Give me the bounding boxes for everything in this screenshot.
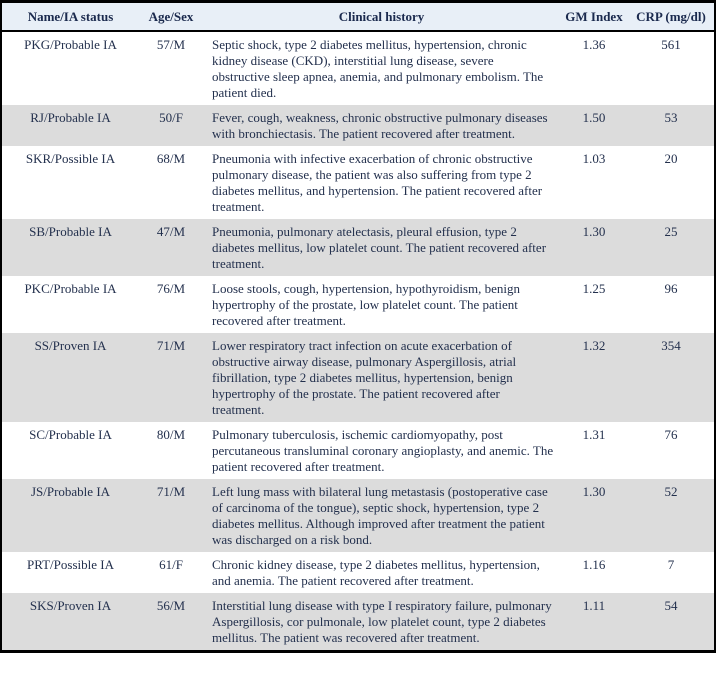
cell-crp: 7	[667, 557, 675, 572]
column-header-clinical-history: Clinical history	[203, 3, 560, 32]
cell-age-sex: 47/M	[156, 224, 186, 239]
cell-gm-index: 1.03	[582, 151, 606, 166]
cell-age-sex: 80/M	[156, 427, 186, 442]
cell-age-sex: 56/M	[156, 598, 186, 613]
cell-name-ia-status: SC/Probable IA	[29, 427, 112, 442]
cell-crp: 96	[664, 281, 678, 296]
cell-age-sex: 57/M	[156, 37, 186, 52]
cell-crp: 20	[664, 151, 678, 166]
clinical-table: Name/IA status Age/Sex Clinical history …	[2, 3, 714, 650]
cell-name-ia-status: RJ/Probable IA	[30, 110, 111, 125]
cell-gm-index: 1.11	[582, 598, 606, 613]
cell-crp: 76	[664, 427, 678, 442]
cell-age-sex: 71/M	[156, 338, 186, 353]
cell-clinical-history: Pneumonia, pulmonary atelectasis, pleura…	[212, 224, 547, 271]
cell-gm-index: 1.50	[582, 110, 606, 125]
cell-age-sex: 50/F	[159, 110, 183, 125]
table-body: PKG/Probable IA 57/M Septic shock, type 2 …	[2, 31, 714, 650]
cell-gm-index: 1.31	[582, 427, 606, 442]
table-row: SS/Proven IA 71/M Lower respiratory tract …	[2, 333, 714, 422]
cell-name-ia-status: SKR/Possible IA	[25, 151, 116, 166]
cell-name-ia-status: PKC/Probable IA	[24, 281, 117, 296]
cell-age-sex: 68/M	[156, 151, 186, 166]
cell-gm-index: 1.30	[582, 484, 606, 499]
clinical-table-frame: Name/IA status Age/Sex Clinical history …	[0, 0, 716, 653]
cell-crp: 354	[661, 338, 681, 353]
cell-crp: 53	[664, 110, 678, 125]
cell-gm-index: 1.30	[582, 224, 606, 239]
table-row: PRT/Possible IA 61/F Chronic kidney diseas…	[2, 552, 714, 593]
cell-name-ia-status: SB/Probable IA	[29, 224, 112, 239]
cell-age-sex: 61/F	[159, 557, 183, 572]
table-row: PKG/Probable IA 57/M Septic shock, type 2 …	[2, 31, 714, 105]
cell-gm-index: 1.16	[582, 557, 606, 572]
cell-crp: 52	[664, 484, 678, 499]
cell-crp: 25	[664, 224, 678, 239]
cell-clinical-history: Lower respiratory tract infection on acu…	[212, 338, 517, 417]
column-header-age-sex: Age/Sex	[139, 3, 203, 32]
cell-name-ia-status: PKG/Probable IA	[24, 37, 117, 52]
table-row: SKR/Possible IA 68/M Pneumonia with infect…	[2, 146, 714, 219]
column-header-crp: CRP (mg/dl)	[628, 3, 714, 32]
table-row: SKS/Proven IA 56/M Interstitial lung disea…	[2, 593, 714, 650]
column-header-gm-index: GM Index	[560, 3, 628, 32]
cell-clinical-history: Septic shock, type 2 diabetes mellitus, …	[212, 37, 544, 100]
table-row: JS/Probable IA 71/M Left lung mass with bi…	[2, 479, 714, 552]
cell-age-sex: 71/M	[156, 484, 186, 499]
table-row: SC/Probable IA 80/M Pulmonary tuberculosis…	[2, 422, 714, 479]
table-row: PKC/Probable IA 76/M Loose stools, cough, …	[2, 276, 714, 333]
cell-gm-index: 1.36	[582, 37, 606, 52]
cell-gm-index: 1.25	[582, 281, 606, 296]
cell-name-ia-status: SS/Proven IA	[34, 338, 107, 353]
cell-clinical-history: Pneumonia with infective exacerbation of…	[212, 151, 543, 214]
cell-gm-index: 1.32	[582, 338, 606, 353]
table-header-row: Name/IA status Age/Sex Clinical history …	[2, 3, 714, 32]
cell-name-ia-status: PRT/Possible IA	[27, 557, 114, 572]
cell-name-ia-status: SKS/Proven IA	[29, 598, 112, 613]
cell-clinical-history: Interstitial lung disease with type I re…	[212, 598, 552, 645]
cell-age-sex: 76/M	[156, 281, 186, 296]
table-row: RJ/Probable IA 50/F Fever, cough, weakness…	[2, 105, 714, 146]
cell-name-ia-status: JS/Probable IA	[30, 484, 111, 499]
table-row: SB/Probable IA 47/M Pneumonia, pulmonary a…	[2, 219, 714, 276]
cell-crp: 561	[661, 37, 681, 52]
cell-clinical-history: Pulmonary tuberculosis, ischemic cardiom…	[212, 427, 554, 474]
cell-clinical-history: Fever, cough, weakness, chronic obstruct…	[212, 110, 548, 141]
cell-clinical-history: Loose stools, cough, hypertension, hypot…	[212, 281, 521, 328]
cell-crp: 54	[664, 598, 678, 613]
column-header-name-ia-status: Name/IA status	[2, 3, 139, 32]
cell-clinical-history: Chronic kidney disease, type 2 diabetes …	[212, 557, 540, 588]
cell-clinical-history: Left lung mass with bilateral lung metas…	[212, 484, 548, 547]
